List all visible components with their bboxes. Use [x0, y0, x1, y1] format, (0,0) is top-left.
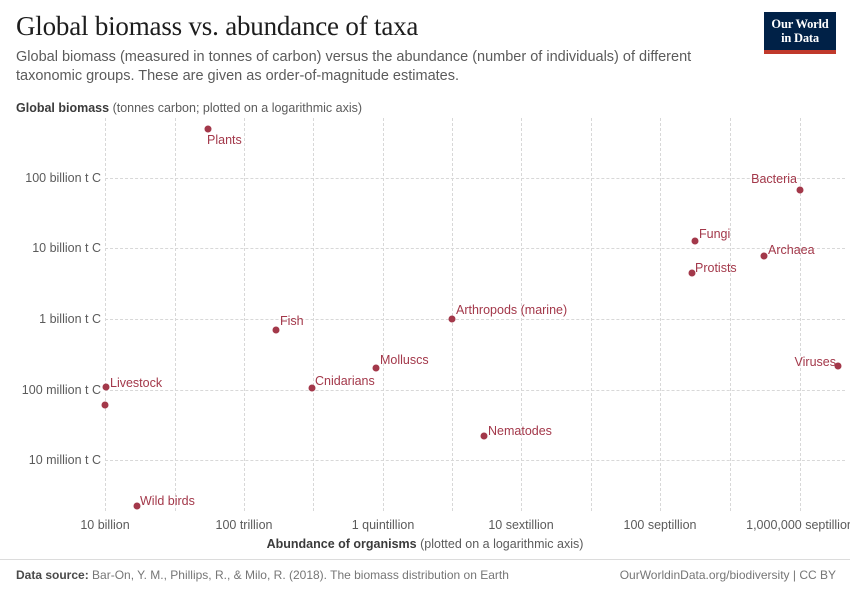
data-point-label[interactable]: Livestock — [110, 376, 163, 390]
x-axis-title: Abundance of organisms (plotted on a log… — [0, 537, 850, 551]
data-point[interactable] — [133, 502, 141, 510]
data-point-label[interactable]: Molluscs — [380, 353, 429, 367]
x-tick-label: 10 sextillion — [488, 518, 554, 532]
data-point[interactable] — [480, 432, 488, 440]
chart-subtitle: Global biomass (measured in tonnes of ca… — [16, 49, 692, 84]
gridline-horizontal — [105, 319, 845, 320]
data-point-label[interactable]: Arthropods (marine) — [456, 303, 568, 317]
data-point-label[interactable]: Viruses — [794, 355, 836, 369]
data-point-label[interactable]: Nematodes — [488, 424, 552, 438]
gridline-vertical — [383, 118, 384, 511]
x-tick-label: 10 billion — [80, 518, 130, 532]
data-point-label[interactable]: Fish — [280, 314, 304, 328]
gridline-vertical — [452, 118, 453, 511]
data-point[interactable] — [834, 362, 842, 370]
gridline-vertical — [244, 118, 245, 511]
data-source-citation: Bar-On, Y. M., Phillips, R., & Milo, R. … — [88, 568, 509, 582]
data-point-label[interactable]: Archaea — [768, 243, 815, 257]
data-point[interactable] — [688, 269, 696, 277]
data-point[interactable] — [272, 326, 280, 334]
data-source-text: Data source: Bar-On, Y. M., Phillips, R.… — [16, 568, 509, 582]
x-tick-label: 1 quintillion — [351, 518, 415, 532]
page-title: Global biomass vs. abundance of taxa — [16, 11, 419, 41]
gridline-horizontal — [105, 178, 845, 179]
y-tick-label: 10 million t C — [28, 453, 101, 467]
logo-line-1: Our World — [771, 17, 829, 31]
chart-header: Global biomass vs. abundance of taxa Glo… — [16, 10, 756, 86]
x-axis-title-rest: (plotted on a logarithmic axis) — [416, 537, 584, 551]
gridline-vertical — [105, 118, 106, 511]
gridline-vertical — [660, 118, 661, 511]
gridline-horizontal — [105, 460, 845, 461]
data-point[interactable] — [448, 315, 456, 323]
data-point[interactable] — [691, 237, 699, 245]
gridline-vertical — [313, 118, 314, 511]
x-tick-label: 100 septillion — [623, 518, 697, 532]
gridline-vertical — [730, 118, 731, 511]
data-point[interactable] — [102, 383, 110, 391]
y-axis-title: Global biomass (tonnes carbon; plotted o… — [16, 101, 362, 115]
data-point[interactable] — [308, 384, 316, 392]
y-axis-title-rest: (tonnes carbon; plotted on a logarithmic… — [109, 101, 363, 115]
y-axis-title-strong: Global biomass — [16, 101, 110, 115]
data-point[interactable] — [372, 364, 380, 372]
our-world-in-data-logo[interactable]: Our World in Data — [764, 12, 836, 54]
data-source-label: Data source: — [16, 568, 89, 582]
gridline-vertical — [591, 118, 592, 511]
y-tick-label: 1 billion t C — [39, 312, 101, 326]
footer-divider — [0, 559, 850, 560]
data-point[interactable] — [796, 186, 804, 194]
owid-link[interactable]: OurWorldinData.org/biodiversity | CC BY — [619, 568, 836, 582]
data-point-label[interactable]: Fungi — [699, 227, 731, 241]
data-point-label[interactable]: Plants — [207, 133, 242, 147]
gridline-vertical — [800, 118, 801, 511]
data-point[interactable] — [101, 401, 109, 409]
data-point-label[interactable]: Cnidarians — [315, 374, 375, 388]
data-point[interactable] — [204, 125, 212, 133]
data-point-label[interactable]: Wild birds — [140, 494, 195, 508]
x-tick-label: 1,000,000 septillion — [746, 518, 850, 532]
data-point-label[interactable]: Bacteria — [751, 172, 797, 186]
y-tick-label: 100 million t C — [21, 383, 101, 397]
data-point-label[interactable]: Protists — [695, 261, 737, 275]
x-tick-label: 100 trillion — [215, 518, 273, 532]
gridline-horizontal — [105, 390, 845, 391]
logo-line-2: in Data — [781, 31, 819, 45]
y-tick-label: 100 billion t C — [25, 171, 101, 185]
gridline-vertical — [175, 118, 176, 511]
x-axis-title-strong: Abundance of organisms — [266, 537, 417, 551]
data-point[interactable] — [760, 252, 768, 260]
gridline-horizontal — [105, 248, 845, 249]
y-tick-label: 10 billion t C — [32, 241, 101, 255]
